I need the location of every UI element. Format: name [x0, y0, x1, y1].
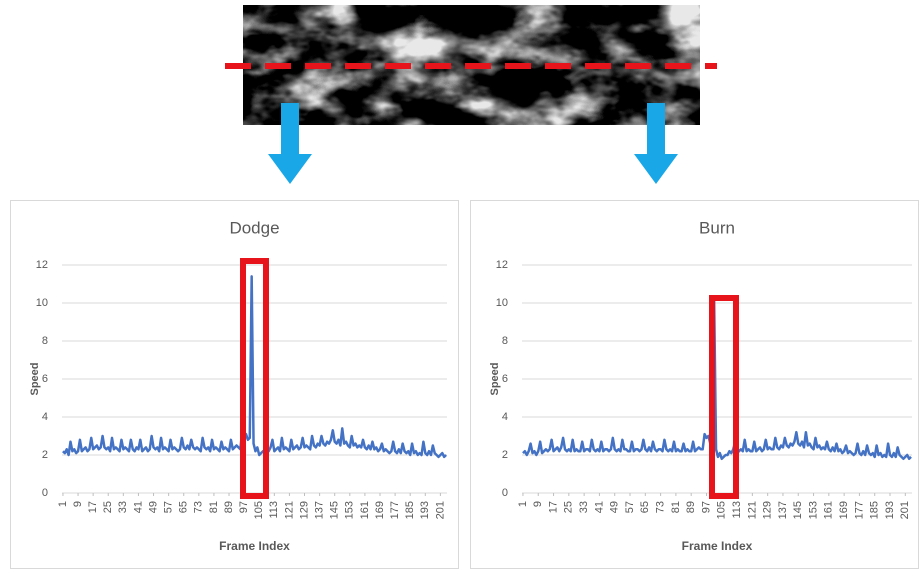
- y-axis-label: Speed: [29, 362, 41, 395]
- y-tick-label: 2: [502, 449, 508, 461]
- y-tick-label: 8: [42, 335, 48, 347]
- x-tick-label: 161: [823, 501, 835, 519]
- y-tick-label: 10: [36, 297, 48, 309]
- y-tick-label: 10: [496, 297, 508, 309]
- y-tick-label: 12: [36, 259, 48, 271]
- x-tick-label: 169: [374, 501, 386, 519]
- x-tick-label: 185: [869, 501, 881, 519]
- y-tick-label: 6: [502, 373, 508, 385]
- x-tick-label: 33: [117, 501, 129, 513]
- y-tick-label: 12: [496, 259, 508, 271]
- x-tick-label: 177: [853, 501, 865, 519]
- arrow-head: [268, 154, 312, 184]
- arrow-head: [634, 154, 678, 184]
- x-tick-label: 137: [777, 501, 789, 519]
- x-tick-label: 33: [578, 501, 590, 513]
- x-tick-label: 121: [283, 501, 295, 519]
- x-tick-label: 145: [792, 501, 804, 519]
- x-tick-label: 73: [193, 501, 205, 513]
- y-axis-label: Speed: [489, 362, 501, 395]
- x-tick-label: 81: [670, 501, 682, 513]
- x-tick-label: 81: [208, 501, 220, 513]
- x-tick-label: 57: [163, 501, 175, 513]
- chart-title: Dodge: [229, 218, 279, 237]
- x-tick-label: 177: [389, 501, 401, 519]
- x-tick-label: 105: [716, 501, 728, 519]
- x-tick-label: 97: [700, 501, 712, 513]
- x-tick-label: 145: [329, 501, 341, 519]
- x-tick-label: 113: [731, 501, 743, 519]
- x-tick-label: 17: [547, 501, 559, 513]
- y-tick-label: 8: [502, 335, 508, 347]
- x-tick-label: 193: [419, 501, 431, 519]
- x-tick-label: 105: [253, 501, 265, 519]
- y-tick-label: 4: [502, 411, 508, 423]
- x-tick-label: 201: [899, 501, 911, 519]
- x-tick-label: 41: [132, 501, 144, 513]
- x-tick-label: 49: [609, 501, 621, 513]
- x-tick-label: 89: [685, 501, 697, 513]
- x-tick-label: 153: [807, 501, 819, 519]
- x-tick-label: 169: [838, 501, 850, 519]
- x-tick-label: 153: [344, 501, 356, 519]
- x-tick-label: 9: [72, 501, 84, 507]
- x-tick-label: 49: [147, 501, 159, 513]
- x-tick-label: 65: [639, 501, 651, 513]
- y-tick-label: 0: [502, 487, 508, 499]
- y-tick-label: 4: [42, 411, 48, 423]
- arrow-shaft: [647, 103, 665, 155]
- x-tick-label: 97: [238, 501, 250, 513]
- x-tick-label: 201: [434, 501, 446, 519]
- chart-title: Burn: [699, 218, 735, 237]
- x-tick-label: 57: [624, 501, 636, 513]
- x-tick-label: 121: [746, 501, 758, 519]
- x-axis-label: Frame Index: [219, 539, 290, 553]
- x-tick-label: 137: [314, 501, 326, 519]
- x-tick-label: 17: [87, 501, 99, 513]
- x-tick-label: 9: [532, 501, 544, 507]
- x-tick-label: 89: [223, 501, 235, 513]
- y-tick-label: 2: [42, 449, 48, 461]
- x-tick-label: 41: [593, 501, 605, 513]
- y-tick-label: 0: [42, 487, 48, 499]
- x-tick-label: 193: [884, 501, 896, 519]
- arrow-shaft: [281, 103, 299, 155]
- x-tick-label: 113: [268, 501, 280, 519]
- x-tick-label: 65: [178, 501, 190, 513]
- x-tick-label: 185: [404, 501, 416, 519]
- x-tick-label: 1: [517, 501, 529, 507]
- x-tick-label: 1: [57, 501, 69, 507]
- y-tick-label: 6: [42, 373, 48, 385]
- figure: DodgeSpeedFrame Index0246810121917253341…: [0, 0, 919, 573]
- x-tick-label: 129: [762, 501, 774, 519]
- x-tick-label: 129: [298, 501, 310, 519]
- x-tick-label: 25: [563, 501, 575, 513]
- x-tick-label: 73: [655, 501, 667, 513]
- x-axis-label: Frame Index: [682, 539, 753, 553]
- x-tick-label: 25: [102, 501, 114, 513]
- x-tick-label: 161: [359, 501, 371, 519]
